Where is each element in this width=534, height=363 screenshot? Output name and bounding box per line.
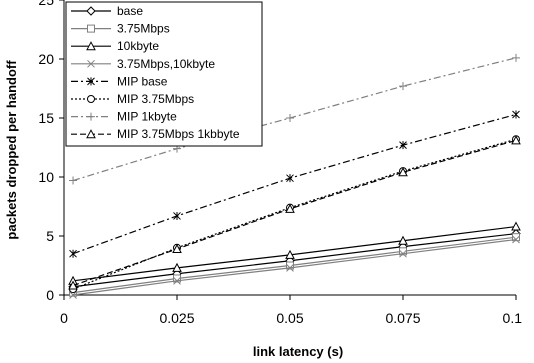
data-point (87, 24, 95, 33)
series-layer (68, 53, 521, 299)
data-point (285, 249, 295, 259)
data-point (399, 82, 407, 91)
legend-entry: MIP 3.75Mbps 1kbbyte (71, 127, 240, 141)
data-point (512, 53, 520, 62)
data-point (86, 129, 96, 139)
series-line (72, 233, 517, 288)
data-point (69, 291, 77, 299)
data-point (86, 6, 96, 16)
y-tick-label: 20 (38, 51, 54, 67)
series-3 (68, 221, 521, 285)
data-point (173, 211, 181, 220)
data-point (69, 249, 77, 258)
series-1 (68, 228, 521, 292)
data-point (286, 264, 294, 272)
series-6 (69, 135, 520, 294)
y-tick-label: 5 (46, 228, 54, 244)
data-point (87, 112, 95, 121)
legend-box (65, 1, 263, 147)
data-point (511, 135, 521, 145)
series-line (72, 236, 517, 294)
series-2 (69, 233, 520, 297)
legend-entry: MIP 1kbyte (71, 110, 177, 124)
legend: base 3.75Mbps 10kbyte 3.75Mbps,10kbyte MIP b… (65, 1, 263, 147)
data-point (87, 95, 95, 103)
legend-label: MIP 1kbyte (117, 110, 177, 124)
series-8 (68, 135, 521, 290)
legend-label: MIP 3.75Mbps (117, 92, 194, 106)
data-point (512, 110, 520, 119)
data-point (511, 221, 521, 231)
data-point (173, 276, 181, 285)
legend-entry: 10kbyte (71, 39, 159, 53)
legend-label: 3.75Mbps (117, 22, 170, 36)
x-tick-label: 0.075 (385, 310, 420, 326)
data-point (172, 243, 182, 253)
legend-label: 3.75Mbps,10kbyte (117, 57, 215, 71)
data-point (173, 274, 181, 283)
series-4 (69, 235, 520, 299)
y-tick-label: 0 (46, 287, 54, 303)
data-point (68, 280, 78, 290)
data-point (512, 233, 520, 242)
legend-label: MIP 3.75Mbps 1kbbyte (117, 127, 240, 141)
y-axis-label: packets dropped per handoff (4, 60, 19, 240)
legend-label: base (117, 4, 143, 18)
data-point (86, 41, 96, 51)
data-point (286, 261, 294, 270)
data-point (286, 114, 294, 122)
x-tick-label: 0 (60, 310, 68, 326)
x-tick-label: 0.025 (159, 310, 194, 326)
legend-label: MIP base (117, 74, 168, 88)
legend-entry: MIP 3.75Mbps (71, 92, 194, 106)
legend-entry: MIP base (71, 74, 168, 88)
chart-axes: 0 5 10 15 20 25 0 0.025 0.05 0.075 0.1 (38, 0, 522, 326)
x-tick-label: 0.1 (503, 310, 523, 326)
series-5 (69, 110, 520, 258)
x-axis-label: link latency (s) (253, 344, 343, 359)
data-point (512, 235, 520, 244)
series-7 (69, 53, 520, 185)
legend-entry: 3.75Mbps,10kbyte (71, 57, 215, 71)
data-point (399, 141, 407, 150)
y-tick-label: 10 (38, 169, 54, 185)
series-line (72, 225, 517, 282)
legend-label: 10kbyte (117, 39, 159, 53)
data-point (286, 174, 294, 183)
legend-entry: 3.75Mbps (71, 22, 170, 36)
series-line (72, 138, 517, 290)
data-point (399, 249, 407, 258)
series-line (72, 238, 517, 296)
data-point (398, 167, 408, 177)
data-point (172, 262, 182, 272)
data-point (398, 235, 408, 245)
series-line (72, 139, 517, 287)
data-point (87, 59, 95, 68)
legend-entry: base (71, 4, 143, 18)
data-point (87, 77, 95, 86)
y-tick-label: 15 (38, 110, 54, 126)
x-tick-label: 0.05 (276, 310, 303, 326)
y-tick-label: 25 (38, 0, 54, 8)
data-point (285, 203, 295, 213)
data-point (399, 247, 407, 256)
data-point (69, 176, 78, 185)
